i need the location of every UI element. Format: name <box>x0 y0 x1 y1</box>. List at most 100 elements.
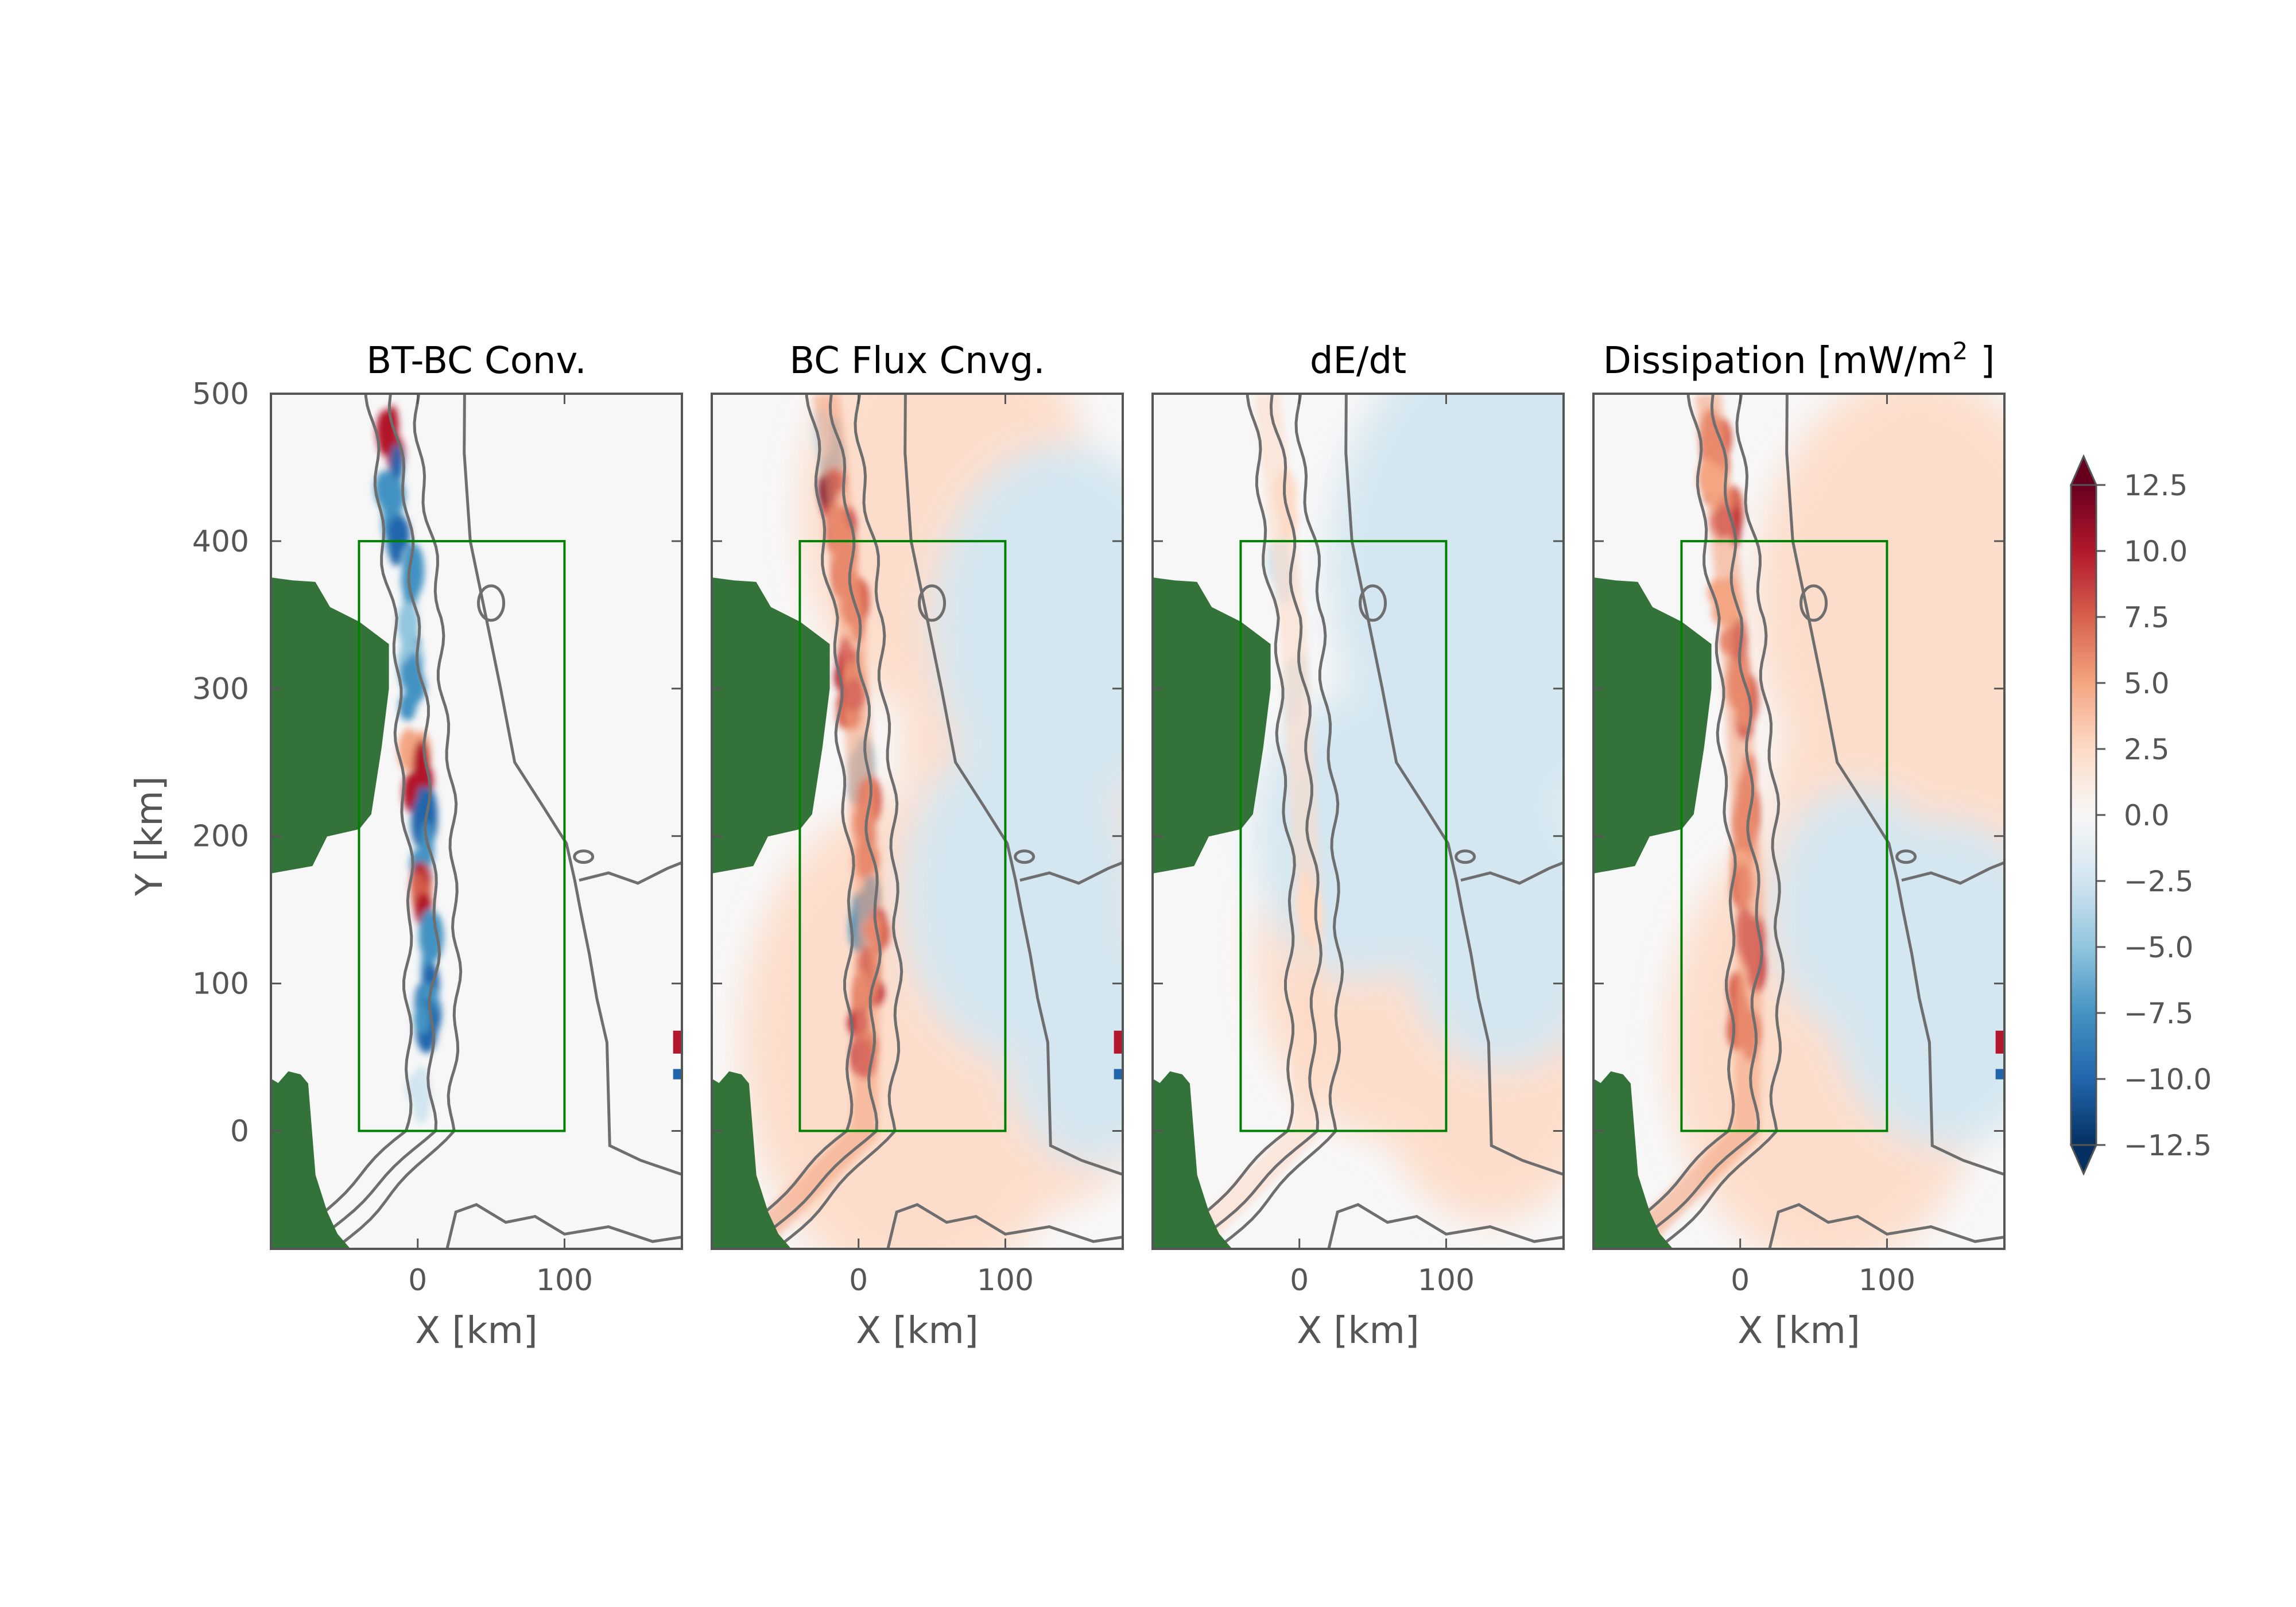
depth-contour <box>1214 394 1344 1249</box>
seamount-contour <box>477 584 506 622</box>
signal-blob <box>412 1065 431 1124</box>
x-tick-label: 100 <box>1859 1263 1915 1298</box>
colorbar-tick-label: −7.5 <box>2124 997 2193 1030</box>
colorbar-tick-label: 2.5 <box>2124 733 2170 766</box>
x-tick-label: 100 <box>1418 1263 1475 1298</box>
land-south <box>1593 1071 1673 1249</box>
y-tick-label: 0 <box>230 1114 249 1148</box>
x-axis-label: X [km] <box>1297 1310 1420 1352</box>
analysis-box <box>798 539 1007 1132</box>
panel-1: 0 100 0 100 200 300 400 500 BT-BC Conv. X [km] Y [… <box>129 340 683 1352</box>
axes-frame <box>711 393 1124 1250</box>
depth-contour <box>747 394 882 1249</box>
depth-contour-branch <box>1901 861 2004 885</box>
colorbar-tick-label: −2.5 <box>2124 865 2193 898</box>
depth-contour-outer <box>903 394 1123 1177</box>
panel-4-field <box>1593 394 2004 1249</box>
title-end: ] <box>1980 340 1995 382</box>
y-tick-label: 300 <box>192 672 249 707</box>
seamount-contour <box>918 584 947 622</box>
depth-contour-south <box>886 1203 1123 1249</box>
depth-contour <box>306 394 441 1249</box>
depth-contour-outer <box>1344 394 1564 1177</box>
colorbar-tick-label: 7.5 <box>2124 601 2170 634</box>
anomaly-blob <box>1402 781 1564 1069</box>
edge-anomaly <box>1114 1030 1123 1054</box>
panel-4: 0 100 Dissipation [mW/m2] X [km] <box>1592 337 2006 1352</box>
y-tick-label: 500 <box>192 377 249 412</box>
seamount-contour <box>1014 849 1035 864</box>
depth-contour-outer <box>1785 394 2004 1177</box>
depth-contour <box>1655 394 1785 1249</box>
y-axis-label: Y [km] <box>129 776 171 896</box>
axes-frame <box>1592 393 2006 1250</box>
depth-contour <box>1168 394 1296 1249</box>
edge-anomaly <box>1995 1030 2004 1054</box>
panel-3-field <box>1153 394 1564 1249</box>
colorbar-tick-label: −10.0 <box>2124 1063 2212 1096</box>
seamount-contour <box>1359 584 1387 622</box>
edge-anomaly <box>1114 1069 1123 1080</box>
colorbar-body <box>2070 484 2097 1146</box>
title-superscript: 2 <box>1953 337 1968 365</box>
depth-contour-branch <box>1019 861 1123 885</box>
depth-contour <box>1608 394 1737 1249</box>
x-axis-label: X [km] <box>1737 1310 1860 1352</box>
colorbar-tick-label: 10.0 <box>2124 535 2188 568</box>
depth-contour-south <box>1768 1203 2004 1249</box>
depth-contour <box>1628 394 1763 1249</box>
signal-blob <box>397 601 419 647</box>
broad-anomalies <box>741 394 1123 1249</box>
seamount-contour <box>573 849 595 864</box>
land-south <box>712 1071 792 1249</box>
colorbar-tick-label: 5.0 <box>2124 667 2170 700</box>
colorbar-tick-label: −5.0 <box>2124 931 2193 964</box>
anomaly-blob <box>1769 786 1946 1033</box>
axes-frame <box>1151 393 1565 1250</box>
colorbar-extend-top <box>2069 454 2098 486</box>
x-tick-label: 100 <box>536 1263 593 1298</box>
x-tick-label: 0 <box>408 1263 427 1298</box>
depth-contour <box>286 394 414 1249</box>
y-tick-label: 100 <box>192 967 249 1002</box>
seamount-contour <box>1895 849 1917 864</box>
analysis-box <box>1680 539 1888 1132</box>
x-axis-label: X [km] <box>856 1310 979 1352</box>
ridge-tint <box>738 394 882 1249</box>
panel-3: 0 100 dE/dt X [km] <box>1151 340 1565 1352</box>
depth-contour-branch <box>1460 861 1564 885</box>
signal-blob <box>390 444 404 484</box>
panel-title: BC Flux Cnvg. <box>789 340 1045 382</box>
y-tick-label: 400 <box>192 525 249 559</box>
signal-blob <box>399 693 416 721</box>
depth-contour-south <box>1327 1203 1564 1249</box>
edge-anomaly <box>673 1030 682 1054</box>
depth-contour-branch <box>579 861 682 885</box>
x-tick-label: 0 <box>1290 1263 1309 1298</box>
land-south <box>1153 1071 1232 1249</box>
signal-blob <box>413 1003 431 1034</box>
colorbar-tick-label: 12.5 <box>2124 469 2188 502</box>
seamount-contour <box>1455 849 1476 864</box>
colorbar-tick-label: 0.0 <box>2124 799 2170 832</box>
signal-blob <box>387 515 410 552</box>
signal-blob <box>376 410 394 452</box>
colorbar-tick-label: −12.5 <box>2124 1129 2212 1162</box>
colorbar-extend-bottom <box>2069 1144 2098 1176</box>
seamount-contour <box>1799 584 1828 622</box>
depth-contour <box>773 394 903 1249</box>
panel-title: dE/dt <box>1310 340 1406 382</box>
panel-2-field <box>712 394 1123 1249</box>
anomaly-blob <box>932 444 1123 815</box>
depth-contour-south <box>445 1203 682 1249</box>
ridge-tint <box>1178 394 1323 1249</box>
depth-contour <box>1188 394 1322 1249</box>
axes-frame <box>270 393 683 1250</box>
x-tick-label: 0 <box>1731 1263 1750 1298</box>
signal-blob <box>374 470 395 508</box>
edge-anomaly <box>1995 1069 2004 1080</box>
panel-title: BT-BC Conv. <box>366 340 586 382</box>
x-tick-label: 100 <box>977 1263 1034 1298</box>
ridge-tint <box>1619 394 1764 1249</box>
